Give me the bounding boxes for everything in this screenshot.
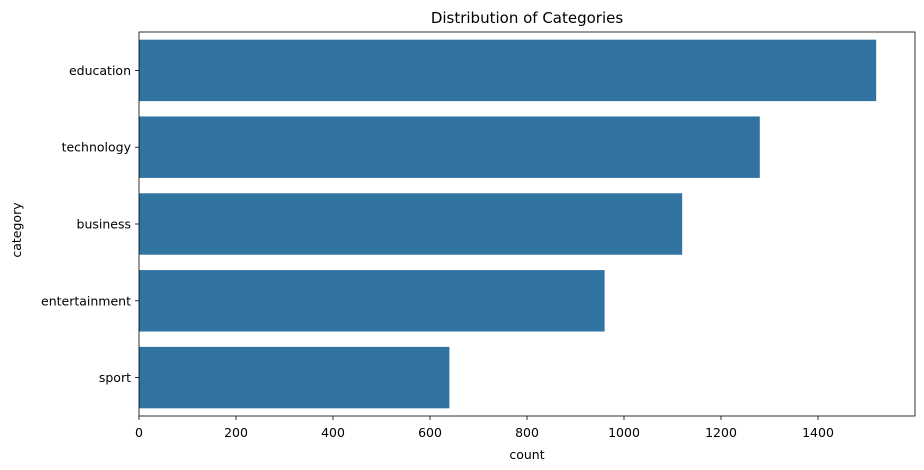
y-axis-label: category (9, 202, 24, 258)
x-tick-label: 600 (418, 425, 442, 440)
plot-frame (138, 31, 916, 417)
bar-technology (139, 116, 760, 178)
bar-sport (139, 346, 450, 409)
x-tick-label: 0 (135, 425, 143, 440)
x-tick-label: 1200 (705, 425, 737, 440)
chart-title: Distribution of Categories (431, 9, 624, 27)
y-axis-ticks: education technology business entertainment… (41, 63, 139, 385)
bar-education (139, 39, 877, 102)
y-tick-label: education (69, 63, 131, 78)
y-tick-label: entertainment (41, 293, 131, 308)
bar-business (139, 193, 683, 255)
x-tick-label: 800 (515, 425, 539, 440)
bar-entertainment (139, 270, 605, 332)
x-tick-label: 200 (224, 425, 248, 440)
y-tick-label: technology (62, 140, 132, 155)
x-tick-label: 1400 (802, 425, 834, 440)
x-axis-label: count (509, 447, 544, 462)
bars-group (139, 39, 877, 409)
y-tick-label: sport (99, 370, 131, 385)
y-tick-label: business (77, 217, 131, 232)
x-tick-label: 400 (321, 425, 345, 440)
x-tick-label: 1000 (608, 425, 640, 440)
x-axis-ticks: 0 200 400 600 800 1000 1200 1400 (135, 416, 834, 440)
